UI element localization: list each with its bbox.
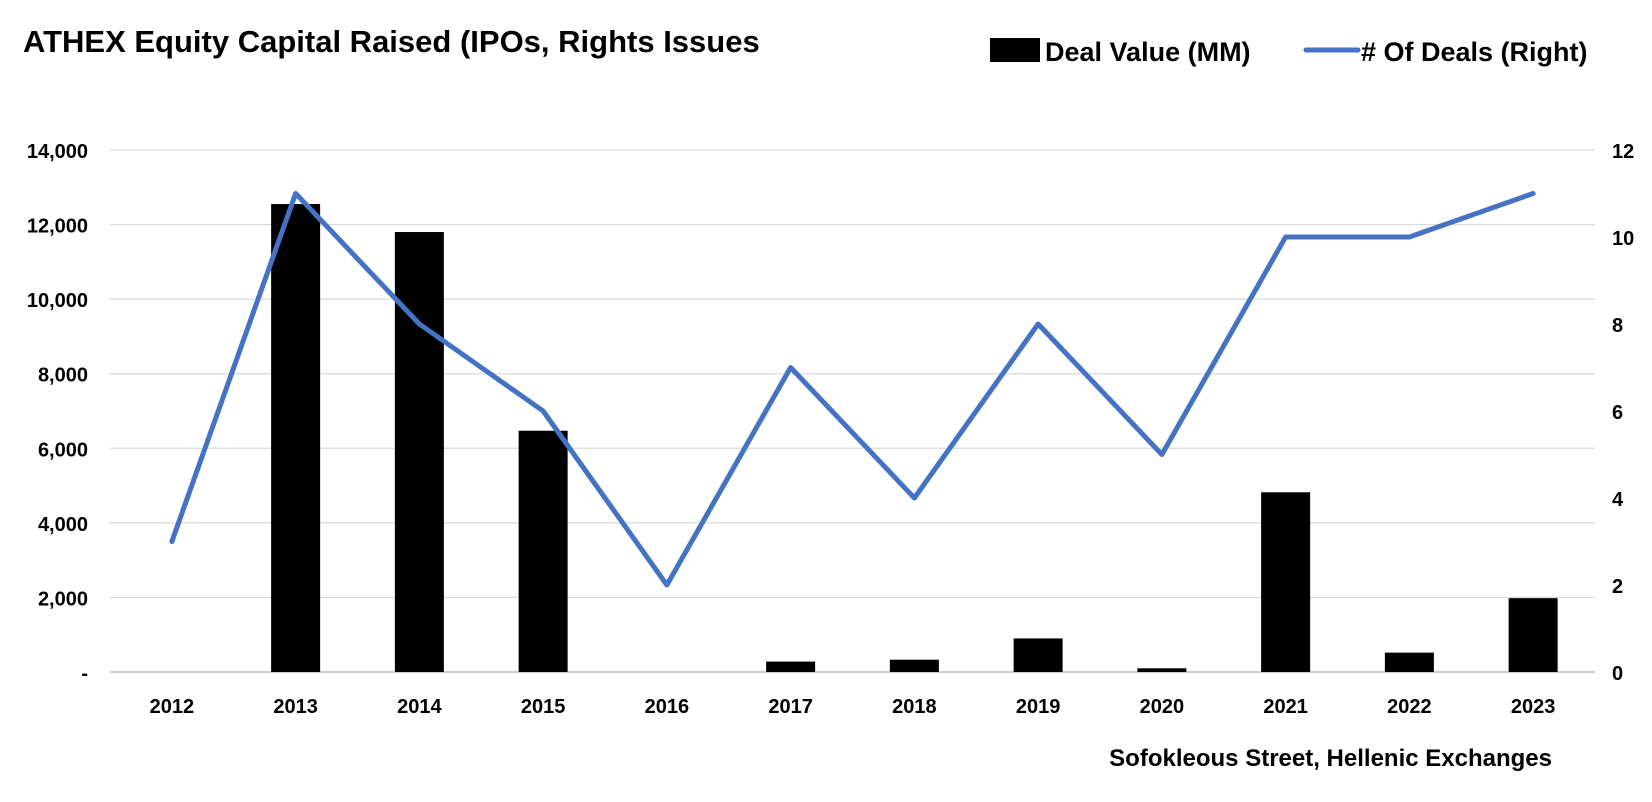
right-y-tick-label: 10 [1612,228,1634,250]
x-axis-tick-label: 2014 [397,696,442,718]
bar-2022 [1384,652,1434,672]
bar-2018 [889,659,939,672]
left-y-tick-label: 14,000 [27,141,88,163]
legend-deal-count-label: # Of Deals (Right) [1361,37,1588,67]
left-y-tick-label: 10,000 [27,290,88,312]
chart-legend: Deal Value (MM) # Of Deals (Right) [990,37,1588,67]
bar-series [271,204,1558,673]
x-axis-tick-label: 2013 [273,696,318,718]
x-axis-tick-label: 2015 [521,696,566,718]
bar-2019 [1013,638,1063,672]
bar-2023 [1508,598,1558,672]
left-y-tick-label: 2,000 [38,588,88,610]
right-y-tick-label: 4 [1612,489,1624,511]
right-y-tick-label: 6 [1612,402,1623,424]
x-axis-tick-label: 2022 [1387,696,1432,718]
bar-2020 [1137,668,1187,672]
x-axis-tick-label: 2016 [645,696,690,718]
x-axis-tick-label: 2019 [1016,696,1061,718]
chart-title: ATHEX Equity Capital Raised (IPOs, Right… [23,24,760,59]
x-axis-tick-label: 2017 [768,696,813,718]
right-y-tick-label: 12 [1612,141,1634,163]
bar-2014 [394,232,444,672]
x-axis-tick-label: 2018 [892,696,937,718]
legend-deal-value-label: Deal Value (MM) [1045,37,1251,67]
line-series [169,191,1536,588]
bar-2013 [271,204,321,673]
bar-2017 [766,661,816,672]
left-y-tick-label: 8,000 [38,365,88,387]
right-y-tick-label: 0 [1612,663,1623,685]
left-y-tick-label: - [81,663,88,685]
x-axis-tick-label: 2020 [1140,696,1185,718]
left-y-tick-label: 6,000 [38,439,88,461]
left-y-tick-label: 12,000 [27,216,88,238]
right-y-tick-label: 8 [1612,315,1623,337]
bar-2021 [1261,492,1311,672]
gridlines [110,149,1595,673]
legend-bar-swatch [990,38,1040,62]
left-y-tick-label: 4,000 [38,514,88,536]
right-y-tick-label: 2 [1612,576,1623,598]
source-caption: Sofokleous Street, Hellenic Exchanges [1109,745,1552,772]
x-axis-tick-label: 2023 [1511,696,1556,718]
axes: - 2,000 4,000 6,000 8,000 10,000 12,000 14,000 0… [27,141,1634,718]
bar-2015 [518,430,568,672]
x-axis-tick-label: 2012 [150,696,195,718]
deal-count-line [169,191,1536,588]
x-axis-tick-label: 2021 [1263,696,1308,718]
